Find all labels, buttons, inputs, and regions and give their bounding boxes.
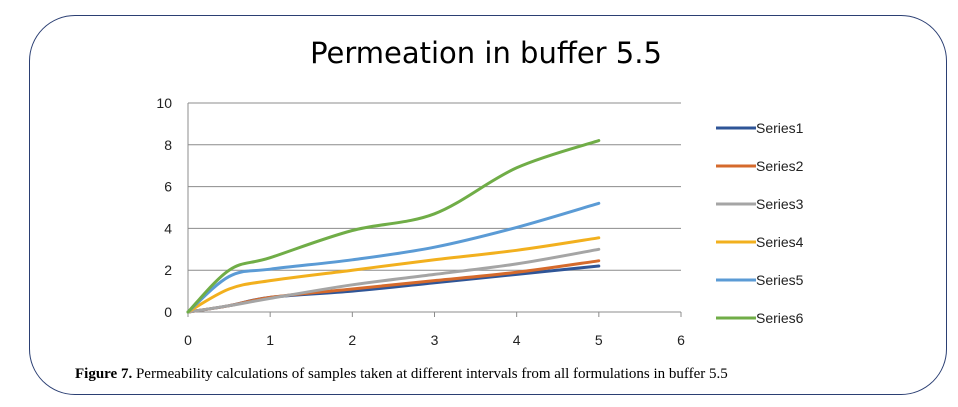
legend-label-4: Series4 — [756, 234, 804, 250]
caption-label: Figure 7. — [75, 366, 133, 382]
x-tick-label: 5 — [595, 332, 603, 348]
caption-text: Permeability calculations of samples tak… — [132, 366, 728, 382]
legend-label-2: Series2 — [756, 158, 804, 174]
x-tick-label: 0 — [184, 332, 192, 348]
x-tick-label: 3 — [431, 332, 439, 348]
series-line-4 — [186, 236, 601, 314]
legend-label-1: Series1 — [756, 120, 804, 136]
series-line-5 — [186, 201, 601, 314]
figure-caption: Figure 7. Permeability calculations of s… — [75, 366, 935, 383]
legend: Series1 Series2 Series3 Series4 Series5 Serie… — [716, 120, 804, 326]
x-tick-label: 2 — [348, 332, 356, 348]
series-line-1 — [186, 264, 601, 314]
gridlines — [188, 102, 681, 271]
axes — [187, 103, 682, 317]
y-tick-label: 2 — [164, 262, 172, 278]
y-tick-label: 6 — [164, 179, 172, 195]
legend-label-6: Series6 — [756, 310, 804, 326]
x-tick-label: 4 — [513, 332, 521, 348]
x-tick-label: 6 — [677, 332, 685, 348]
figure-frame — [29, 15, 947, 395]
y-tick-label: 4 — [164, 220, 172, 236]
y-tick-label: 0 — [164, 304, 172, 320]
y-tick-labels: 0 2 4 6 8 10 — [156, 95, 172, 320]
series-line-6 — [186, 139, 601, 314]
x-tick-label: 1 — [266, 332, 274, 348]
chart-title: Permeation in buffer 5.5 — [310, 36, 662, 70]
x-tick-labels: 0 1 2 3 4 5 6 — [184, 332, 685, 348]
legend-label-5: Series5 — [756, 272, 804, 288]
y-tick-label: 8 — [164, 137, 172, 153]
y-tick-label: 10 — [156, 95, 172, 111]
series-line-3 — [186, 247, 601, 314]
legend-label-3: Series3 — [756, 196, 804, 212]
series-lines — [186, 139, 601, 314]
